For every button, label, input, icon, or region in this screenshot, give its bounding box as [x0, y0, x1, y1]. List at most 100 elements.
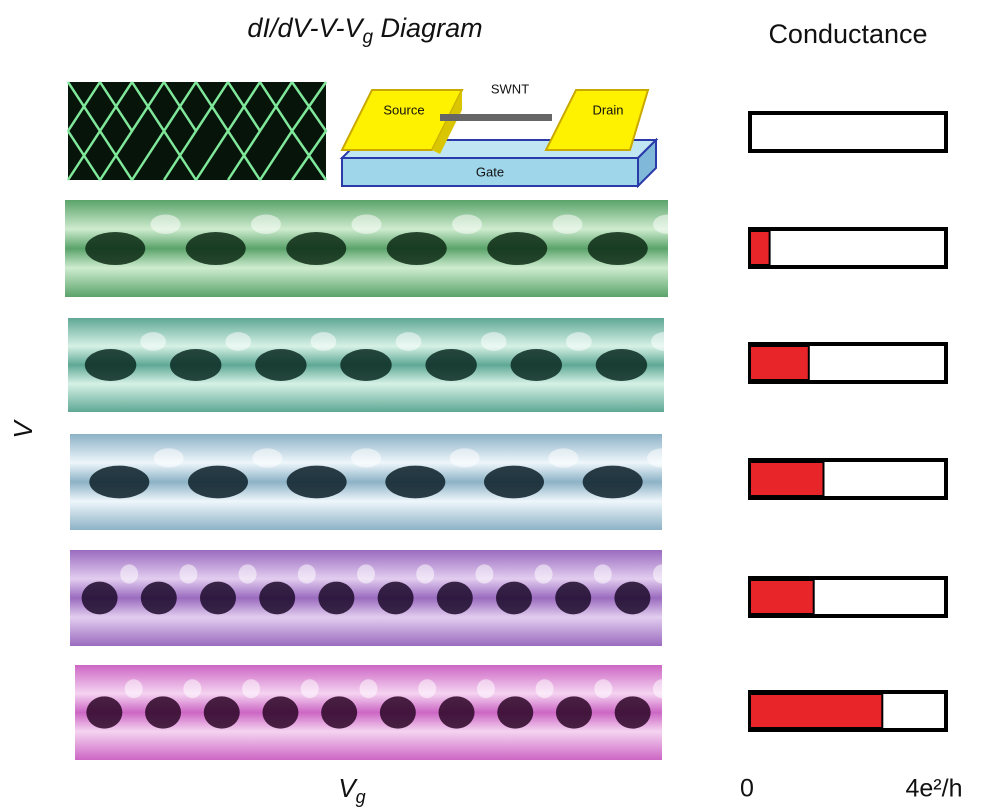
- strip-dot: [437, 582, 473, 615]
- strip-dot: [496, 582, 532, 615]
- strip-highlight: [452, 215, 482, 234]
- strip-dot: [378, 582, 414, 615]
- conductance-bar: [750, 462, 824, 496]
- tube-label: SWNT: [491, 81, 529, 96]
- strip-highlight: [536, 679, 554, 698]
- strip-highlight: [548, 448, 578, 467]
- drain-electrode: [546, 90, 648, 150]
- strip-dot: [287, 466, 347, 499]
- strip-highlight: [179, 564, 197, 583]
- strip-dot: [380, 696, 416, 728]
- strip-dot: [145, 696, 181, 728]
- strip-highlight: [352, 215, 382, 234]
- strip-dot: [170, 349, 221, 381]
- y-axis-label: V: [8, 419, 38, 439]
- strip-dot: [425, 349, 476, 381]
- bar-frame: [750, 229, 946, 267]
- strip-dot: [82, 582, 118, 615]
- strip-highlight: [651, 332, 677, 351]
- strip-highlight: [396, 332, 422, 351]
- strip-highlight: [594, 679, 612, 698]
- strip-highlight: [553, 215, 583, 234]
- strip-dot: [340, 349, 391, 381]
- strip-highlight: [298, 564, 316, 583]
- strip-highlight: [360, 679, 378, 698]
- strip-dot: [387, 232, 447, 265]
- title-subscript: g: [362, 27, 373, 48]
- strip-dot: [583, 466, 643, 499]
- strip-highlight: [151, 215, 181, 234]
- strips: [65, 200, 683, 760]
- strip-highlight: [225, 332, 251, 351]
- source-label: Source: [383, 102, 424, 117]
- strip-dot: [89, 466, 149, 499]
- strip-dot: [318, 582, 354, 615]
- strip-highlight: [357, 564, 375, 583]
- strip-dot: [615, 696, 651, 728]
- conductance-bar: [750, 231, 770, 265]
- strip-dot: [556, 696, 592, 728]
- x-label-subscript: g: [356, 787, 366, 807]
- strip-highlight: [140, 332, 166, 351]
- scale-label: 4e²/h: [906, 775, 963, 803]
- strip-dot: [259, 582, 295, 615]
- strip-highlight: [647, 448, 677, 467]
- title-main: dI/dV-V-V: [247, 13, 365, 43]
- strip-highlight: [351, 448, 381, 467]
- strip-highlight: [242, 679, 260, 698]
- scale-label: 0: [740, 775, 754, 803]
- strip-highlight: [416, 564, 434, 583]
- strip-highlight: [311, 332, 337, 351]
- strip-highlight: [154, 448, 184, 467]
- strip-dot: [596, 349, 647, 381]
- strip-highlight: [594, 564, 612, 583]
- strip-dot: [186, 232, 246, 265]
- strip-dot: [588, 232, 648, 265]
- device-schematic: Source Drain SWNT Gate: [342, 81, 656, 186]
- strip-highlight: [477, 679, 495, 698]
- strip-dot: [200, 582, 236, 615]
- strip-highlight: [566, 332, 592, 351]
- strip-dot: [439, 696, 475, 728]
- strip-dot: [555, 582, 591, 615]
- conductance-bar: [750, 580, 814, 614]
- strip-dot: [487, 232, 547, 265]
- strip-highlight: [251, 215, 281, 234]
- title-suffix: Diagram: [373, 13, 483, 43]
- strip-dot: [86, 696, 122, 728]
- strip-dot: [321, 696, 357, 728]
- strip-dot: [497, 696, 533, 728]
- gate-label: Gate: [476, 164, 504, 179]
- drain-label: Drain: [592, 102, 623, 117]
- strip-highlight: [653, 679, 671, 698]
- strip-highlight: [481, 332, 507, 351]
- strip-dot: [204, 696, 240, 728]
- strip-highlight: [450, 448, 480, 467]
- figure: dI/dV-V-Vg Diagram Conductance V Vg Sour…: [0, 0, 983, 810]
- coulomb-diamond-image: [68, 82, 326, 180]
- strip-highlight: [183, 679, 201, 698]
- figure-title: dI/dV-V-Vg Diagram: [247, 13, 482, 48]
- strip-highlight: [125, 679, 143, 698]
- strip-dot: [385, 466, 445, 499]
- strip-highlight: [418, 679, 436, 698]
- strip-dot: [255, 349, 306, 381]
- strip-dot: [141, 582, 177, 615]
- strip-highlight: [475, 564, 493, 583]
- strip-dot: [262, 696, 298, 728]
- strip-highlight: [653, 564, 671, 583]
- strip-dot: [85, 349, 136, 381]
- strip-image: [70, 434, 662, 530]
- strip-highlight: [535, 564, 553, 583]
- conductance-title: Conductance: [768, 19, 927, 49]
- nanotube: [440, 114, 552, 121]
- x-axis-label: Vg: [338, 773, 365, 807]
- strip-dot: [511, 349, 562, 381]
- strip-dot: [85, 232, 145, 265]
- conductance-bars: 0 4e²/h: [740, 113, 962, 803]
- strip-highlight: [239, 564, 257, 583]
- strip-highlight: [301, 679, 319, 698]
- strip-dot: [188, 466, 248, 499]
- conductance-bar: [750, 346, 809, 380]
- strip-dot: [614, 582, 650, 615]
